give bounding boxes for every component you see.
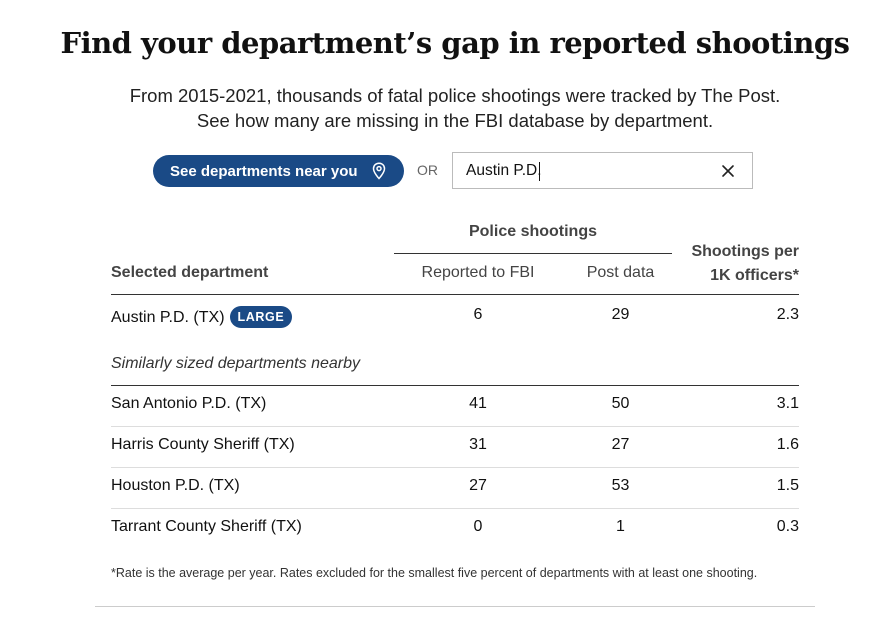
rate-cell: 1.5 (776, 477, 799, 494)
department-search-input[interactable] (466, 153, 706, 188)
post-data-header: Post data (586, 264, 655, 281)
rate-cell: 1.6 (776, 436, 799, 453)
rate-cell: 2.3 (776, 306, 799, 323)
selected-department-row: Austin P.D. (TX) LARGE 6 29 2.3 (111, 296, 799, 336)
department-name: Tarrant County Sheriff (TX) (111, 518, 302, 535)
department-name: Austin P.D. (TX) (111, 309, 225, 326)
department-search-field[interactable] (452, 152, 753, 189)
post-data-cell: 29 (611, 306, 630, 323)
row-divider (111, 426, 799, 427)
reported-to-fbi-cell: 31 (469, 436, 487, 453)
size-badge: LARGE (229, 306, 293, 328)
post-data-cell: 27 (611, 436, 630, 453)
rate-header-line-2: 1K officers* (710, 267, 799, 284)
reported-to-fbi-header: Reported to FBI (421, 264, 535, 281)
department-name-cell: Austin P.D. (TX) LARGE (111, 306, 293, 328)
post-data-cell: 53 (611, 477, 630, 494)
post-data-cell: 1 (616, 518, 625, 535)
text-cursor (539, 162, 540, 181)
reported-to-fbi-cell: 27 (469, 477, 487, 494)
rate-cell: 0.3 (776, 518, 799, 535)
or-label: OR (417, 162, 438, 178)
table-row: Harris County Sheriff (TX) 31 27 1.6 (111, 426, 799, 466)
department-name: Harris County Sheriff (TX) (111, 436, 295, 453)
see-departments-near-you-button[interactable]: See departments near you (153, 155, 404, 187)
rate-header: Shootings per 1K officers* (660, 240, 799, 288)
table-row: San Antonio P.D. (TX) 41 50 3.1 (111, 385, 799, 425)
footnote: *Rate is the average per year. Rates exc… (111, 566, 758, 580)
selected-department-header: Selected department (111, 264, 269, 281)
subtitle-line-2: See how many are missing in the FBI data… (196, 110, 714, 131)
reported-to-fbi-cell: 0 (473, 518, 483, 535)
location-pin-icon (372, 162, 386, 180)
page-title: Find your department’s gap in reported s… (60, 26, 850, 60)
similar-departments-label: Similarly sized departments nearby (111, 355, 360, 372)
row-divider (111, 467, 799, 468)
near-button-label: See departments near you (170, 162, 358, 180)
post-data-cell: 50 (611, 395, 630, 412)
police-shootings-header: Police shootings (468, 223, 597, 240)
table-row: Houston P.D. (TX) 27 53 1.5 (111, 467, 799, 507)
bottom-divider (95, 606, 815, 607)
subtitle-line-1: From 2015-2021, thousands of fatal polic… (129, 85, 781, 106)
reported-to-fbi-cell: 6 (473, 306, 483, 323)
reported-to-fbi-cell: 41 (469, 395, 487, 412)
similar-divider (111, 385, 799, 386)
rate-cell: 3.1 (776, 395, 799, 412)
rate-header-line-1: Shootings per (691, 243, 799, 260)
subtitle: From 2015-2021, thousands of fatal polic… (0, 83, 894, 133)
table-row: Tarrant County Sheriff (TX) 0 1 0.3 (111, 508, 799, 548)
department-name: San Antonio P.D. (TX) (111, 395, 267, 412)
close-icon[interactable] (719, 162, 737, 180)
group-header-divider (394, 253, 672, 254)
department-name: Houston P.D. (TX) (111, 477, 240, 494)
header-divider (111, 294, 799, 295)
row-divider (111, 508, 799, 509)
